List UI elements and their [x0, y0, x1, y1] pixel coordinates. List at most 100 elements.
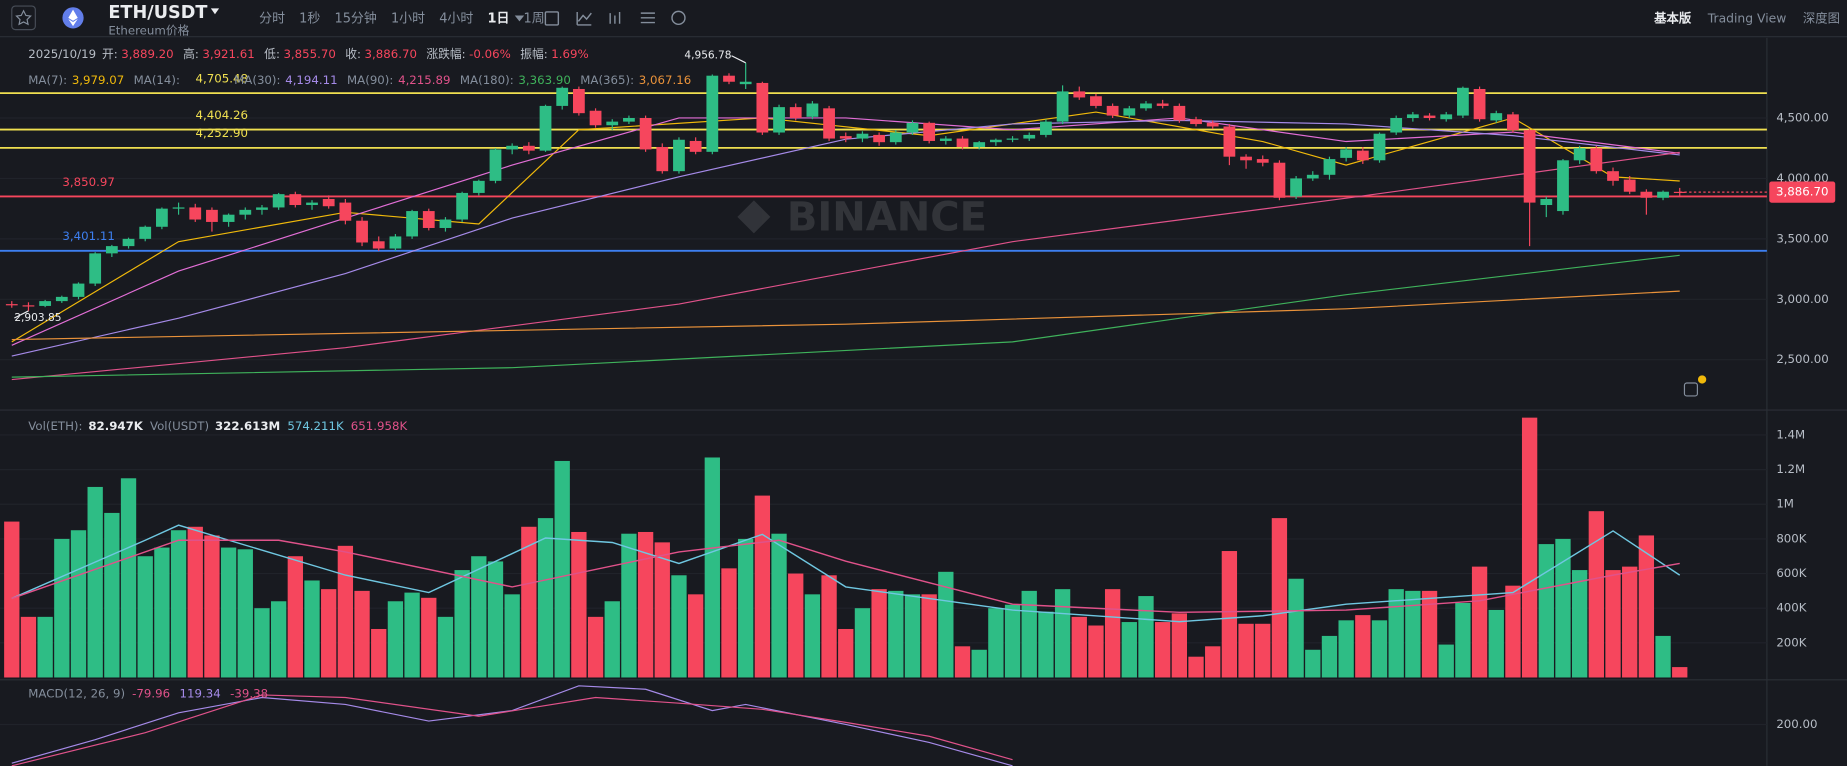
candle-body: [923, 122, 936, 141]
legend-label: 收:: [345, 47, 361, 61]
volume-bar: [604, 601, 620, 678]
volume-bar: [904, 594, 921, 678]
macd-legend-value: -39.38: [230, 686, 268, 700]
candle-body: [856, 133, 869, 139]
candle-body: [756, 82, 769, 133]
last-price-box: [1769, 181, 1836, 203]
candle-body: [1256, 159, 1269, 163]
candle-body: [1523, 130, 1536, 203]
view-button[interactable]: 基本版: [1653, 11, 1692, 26]
volume-bar: [254, 608, 270, 678]
volume-bar: [888, 590, 904, 678]
candle-body: [1206, 122, 1219, 127]
tool-icon[interactable]: [609, 11, 621, 24]
candle-body: [1473, 88, 1486, 120]
legend-value: 3,886.70: [365, 47, 417, 61]
interval-button[interactable]: 1秒: [299, 12, 320, 27]
volume-bar: [1538, 544, 1554, 678]
volume-bar: [137, 556, 153, 678]
candle-body: [572, 88, 585, 114]
interval-button[interactable]: 4小时: [439, 12, 473, 27]
candle-body: [656, 147, 669, 172]
tool-icon[interactable]: [544, 11, 560, 26]
toolbar: ETH/USDT Ethereum价格: [11, 3, 686, 37]
volume-bar: [404, 592, 420, 678]
legend-label: 开:: [102, 47, 118, 61]
ma-legend-name: MA(7):: [28, 73, 67, 87]
extreme-label: 2,903.85: [14, 312, 61, 324]
legend-label: 振幅:: [520, 47, 548, 61]
volume-bar: [1521, 417, 1538, 678]
volume-bar: [1255, 623, 1271, 678]
candle-body: [1273, 162, 1286, 198]
candle-body: [973, 142, 986, 148]
y-tick-label: 200.00: [1776, 717, 1817, 731]
price-level-label: 3,401.11: [62, 229, 114, 243]
interval-button[interactable]: 1日: [487, 12, 509, 27]
favorite-button[interactable]: [11, 5, 36, 31]
volume-bar: [1104, 589, 1121, 678]
candle-body: [1406, 114, 1419, 118]
candle-body: [906, 122, 919, 133]
legend-label: 高:: [183, 47, 199, 61]
volume-bar: [1088, 625, 1104, 678]
y-tick-label: 200K: [1776, 635, 1806, 649]
symbol-caret[interactable]: [210, 8, 220, 15]
volume-bar: [304, 580, 320, 678]
volume-bar: [487, 561, 504, 678]
candle-body: [1390, 117, 1403, 133]
volume-bar: [421, 597, 437, 678]
tool-button[interactable]: [1683, 382, 1698, 397]
volume-bar: [287, 556, 303, 678]
volume-bar: [1655, 635, 1671, 678]
volume-bar: [988, 608, 1004, 678]
candle-body: [1090, 96, 1102, 106]
legend-value: -0.06%: [469, 47, 511, 61]
volume-bar: [1305, 649, 1321, 678]
interval-button[interactable]: 1周: [524, 12, 545, 27]
volume-bar: [838, 628, 854, 678]
candle-body: [272, 194, 285, 208]
candle-body: [289, 194, 302, 206]
watermark-logo: [737, 200, 771, 234]
y-tick-label: 1.4M: [1776, 427, 1805, 441]
tool-icon[interactable]: [671, 10, 686, 26]
candle-body: [1240, 156, 1252, 161]
view-button[interactable]: 深度图: [1803, 11, 1840, 26]
tool-icon[interactable]: [576, 11, 592, 26]
volume-bar: [554, 460, 570, 678]
candle-body: [1306, 174, 1319, 179]
ma-legend-value: 4,215.89: [398, 73, 450, 87]
watermark-text: BINANCE: [787, 194, 987, 240]
candle-body: [1073, 91, 1086, 98]
interval-button[interactable]: 15分钟: [334, 11, 376, 27]
volume-bar: [921, 594, 937, 678]
volume-legend-value: 82.947K: [88, 419, 143, 433]
interval-button[interactable]: 1小时: [391, 12, 425, 27]
volume-bar: [1004, 604, 1021, 678]
macd-legend-value: 119.34: [180, 686, 221, 700]
candle-body: [55, 296, 68, 302]
symbol[interactable]: ETH/USDT: [108, 3, 207, 23]
volume-bar: [54, 538, 70, 678]
volume-bar: [437, 616, 454, 678]
volume-bar: [237, 549, 253, 678]
candle-body: [1557, 160, 1569, 212]
candle-body: [256, 207, 268, 210]
volume-bar: [671, 575, 687, 678]
volume-bar: [537, 518, 554, 678]
tool-icon[interactable]: [640, 12, 655, 24]
interval-button[interactable]: 分时: [259, 12, 285, 27]
ma-legend-value: 4,194.11: [285, 73, 337, 87]
volume-bar: [971, 649, 987, 678]
volume-bar: [1288, 578, 1304, 678]
interval-more[interactable]: [514, 15, 525, 22]
volume-bar: [1371, 620, 1388, 678]
volume-bar: [270, 601, 287, 678]
volume-bar: [154, 547, 170, 678]
view-button[interactable]: Trading View: [1707, 12, 1787, 26]
candle-body: [1040, 121, 1052, 135]
candle-body: [39, 301, 52, 306]
tool-icons: [544, 10, 686, 26]
volume-bar: [104, 512, 120, 678]
